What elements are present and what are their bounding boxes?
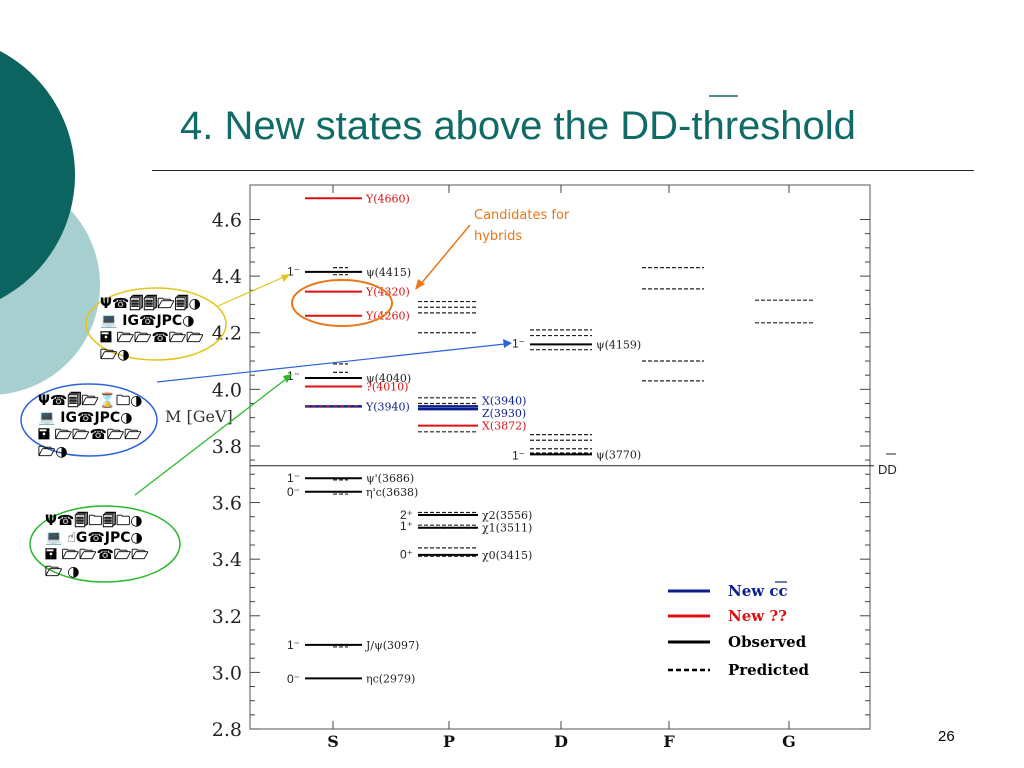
plot-frame [249,184,871,730]
jpc-label: 1⁻ [287,471,300,485]
jpc-label: 0⁻ [287,485,300,499]
threshold-label: DD [878,462,897,477]
jpc-label: 1⁻ [287,638,300,652]
x-category-label: P [443,732,455,751]
y-tick-label: 3.0 [212,662,242,684]
hybrids-arrow [419,224,471,286]
hybrids-label-line1: Candidates for [474,208,570,223]
callout-ellipse-blue [20,383,158,457]
x-category-label: G [782,732,796,751]
jpc-label: 1⁻ [512,337,525,351]
state-label: Y(3940) [365,400,410,413]
x-category-label: S [327,732,339,751]
y-tick-label: 3.6 [212,493,242,515]
callout-arrowhead-blue [503,339,512,348]
jpc-label: 0⁻ [287,672,300,686]
state-label: ψ(4159) [596,338,641,351]
callout-arrowhead-green [283,374,292,383]
y-tick-label: 4.2 [212,323,242,345]
state-label: η'c(3638) [366,486,418,499]
callout-arrow-yellow [217,275,287,307]
glyph-callout-3: Ψ☎🗐🗀🗐🗀◑ 💻 ☝G☎JPC◑ 🖬 🗁🗁☎🗁🗁 🗁 ◑ [45,513,149,580]
jpc-label: 1⁻ [512,448,525,462]
x-category-label: D [554,732,568,751]
x-category-label: F [663,732,675,751]
state-label: ψ(3770) [596,448,641,461]
state-label: χ1(3511) [482,522,532,535]
state-label: ψ(4040) [366,372,411,385]
title-divider [152,170,974,171]
hybrids-ellipse [291,279,393,327]
callout-arrow-blue [156,343,506,383]
state-label: ηc(2979) [366,672,415,685]
state-label: X(3940) [482,394,526,407]
glyph-callout-2: Ψ☎🗐🗁⌛🗀◑ 💻 IG☎JPC◑ 🖬 🗁🗁☎🗁🗁 🗁◑ [38,393,143,460]
state-label: χ2(3556) [482,509,532,522]
state-label: X(3872) [482,420,526,433]
callout-arrowhead-yellow [281,274,290,282]
glyph-callout-1: Ψ☎🗐🗐🗁🗐◑ 💻 IG☎JPC◑ 🖬 🗁🗁☎🗁🗁 🗁◑ [100,296,204,363]
jpc-label: 2⁺ [400,508,413,522]
y-axis-label: M [GeV] [165,407,233,426]
y-tick-label: 4.6 [212,210,242,232]
callout-arrow-green [134,378,287,496]
legend-label: New ?? [728,607,787,625]
hybrids-label-line2: hybrids [474,229,522,244]
state-label: χ0(3415) [482,549,532,562]
state-label: J/ψ(3097) [365,639,419,652]
y-tick-label: 4.0 [212,379,242,401]
callout-ellipse-green [29,505,181,583]
state-label: Y(4660) [365,192,410,205]
y-tick-label: 3.8 [212,436,242,458]
y-tick-label: 2.8 [212,719,242,741]
state-label: ?(4010) [366,381,408,394]
y-tick-label: 3.4 [212,549,242,571]
jpc-label: 1⁻ [287,369,300,383]
deco-circle-dark [0,51,75,299]
legend-label: New cc [728,582,788,600]
state-label: Z(3930) [482,407,526,420]
slide-decoration [0,51,100,395]
hybrids-arrowhead [415,279,425,290]
jpc-label: 1⁺ [400,519,413,533]
jpc-label: 0⁺ [400,548,413,562]
slide-title: 4. New states above the DD-threshold [180,104,856,148]
jpc-label: 1⁻ [287,264,300,278]
callout-ellipse-yellow [85,287,227,361]
page-number: 26 [938,728,955,745]
state-label: ψ'(3686) [366,472,414,485]
legend-label: Predicted [728,661,810,679]
legend-label: Observed [728,633,807,651]
y-tick-label: 4.4 [212,266,242,288]
state-label: ψ(4415) [366,266,411,279]
y-tick-label: 3.2 [212,606,242,628]
